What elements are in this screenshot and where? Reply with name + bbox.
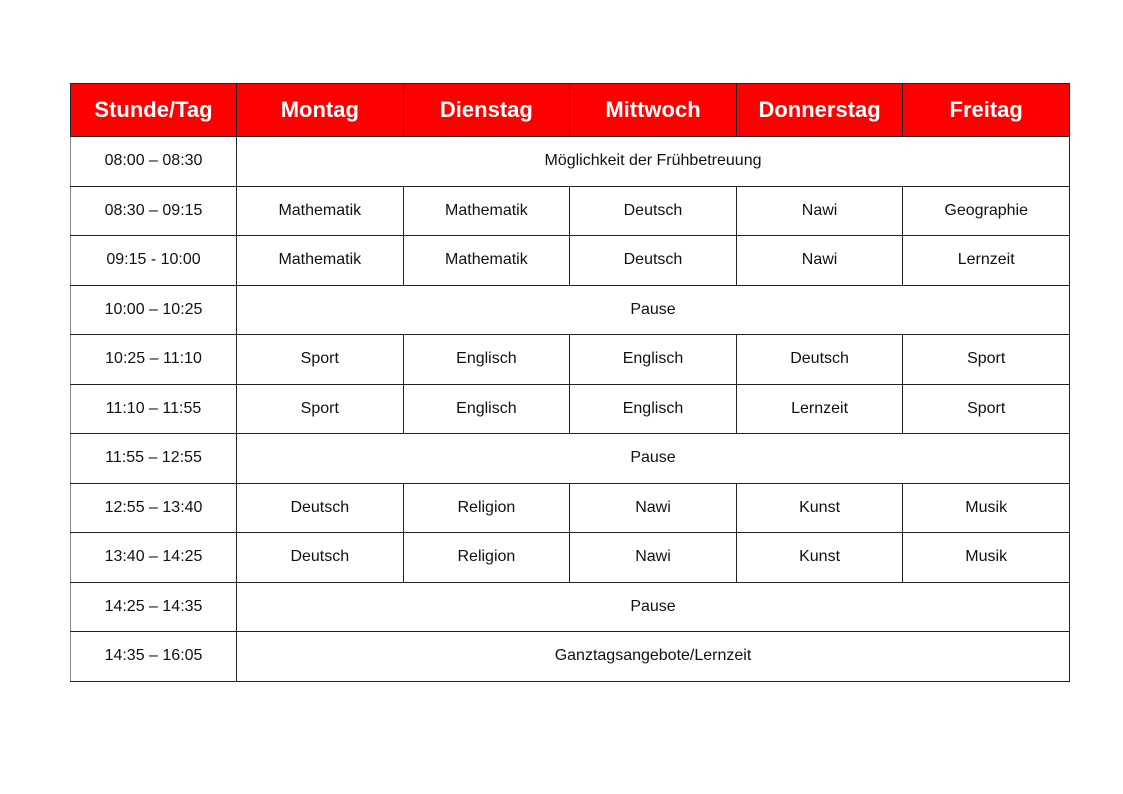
subject-cell: Religion: [402, 482, 571, 533]
time-cell: 09:15 - 10:00: [70, 235, 237, 286]
subject-cell: Musik: [902, 482, 1070, 533]
subject-cell: Englisch: [402, 383, 571, 434]
subject-cell: Mathematik: [236, 185, 404, 236]
subject-cell: Nawi: [569, 482, 737, 533]
subject-cell: Lernzeit: [735, 383, 904, 434]
merged-cell: Pause: [236, 433, 1070, 484]
header-row: Stunde/Tag Montag Dienstag Mittwoch Donnerst…: [70, 83, 1070, 137]
time-cell: 08:00 – 08:30: [70, 136, 237, 187]
header-cell: Montag: [236, 83, 404, 137]
header-cell: Donnerstag: [735, 83, 904, 137]
time-cell: 12:55 – 13:40: [70, 482, 237, 533]
table-row: 14:35 – 16:05 Ganztagsangebote/Lernzeit: [70, 631, 1070, 682]
header-cell: Dienstag: [402, 83, 571, 137]
subject-cell: Nawi: [735, 185, 904, 236]
header-cell: Mittwoch: [569, 83, 737, 137]
table-row: 12:55 – 13:40 Deutsch Religion Nawi Kunst Mus…: [70, 482, 1070, 533]
subject-cell: Sport: [236, 383, 404, 434]
time-cell: 10:00 – 10:25: [70, 284, 237, 335]
merged-cell: Pause: [236, 284, 1070, 335]
merged-cell: Ganztagsangebote/Lernzeit: [236, 631, 1070, 682]
header-cell: Stunde/Tag: [70, 83, 237, 137]
subject-cell: Nawi: [735, 235, 904, 286]
time-cell: 08:30 – 09:15: [70, 185, 237, 236]
subject-cell: Geographie: [902, 185, 1070, 236]
merged-cell: Möglichkeit der Frühbetreuung: [236, 136, 1070, 187]
subject-cell: Deutsch: [569, 235, 737, 286]
subject-cell: Nawi: [569, 532, 737, 583]
table-row: 10:00 – 10:25 Pause: [70, 284, 1070, 335]
table-row: 10:25 – 11:10 Sport Englisch Englisch Deutsc…: [70, 334, 1070, 385]
table-row: 14:25 – 14:35 Pause: [70, 581, 1070, 632]
subject-cell: Kunst: [735, 532, 904, 583]
subject-cell: Deutsch: [236, 482, 404, 533]
subject-cell: Deutsch: [735, 334, 904, 385]
time-cell: 13:40 – 14:25: [70, 532, 237, 583]
timetable: Stunde/Tag Montag Dienstag Mittwoch Donnerst…: [70, 83, 1070, 682]
table-row: 11:10 – 11:55 Sport Englisch Englisch Lernze…: [70, 383, 1070, 434]
table-row: 08:00 – 08:30 Möglichkeit der Frühbetreuu…: [70, 136, 1070, 187]
time-cell: 11:10 – 11:55: [70, 383, 237, 434]
subject-cell: Mathematik: [402, 235, 571, 286]
subject-cell: Religion: [402, 532, 571, 583]
time-cell: 14:25 – 14:35: [70, 581, 237, 632]
subject-cell: Mathematik: [236, 235, 404, 286]
time-cell: 10:25 – 11:10: [70, 334, 237, 385]
table-row: 08:30 – 09:15 Mathematik Mathematik Deutsch…: [70, 185, 1070, 236]
subject-cell: Lernzeit: [902, 235, 1070, 286]
table-row: 09:15 - 10:00 Mathematik Mathematik Deutsch…: [70, 235, 1070, 286]
subject-cell: Mathematik: [402, 185, 571, 236]
subject-cell: Sport: [902, 334, 1070, 385]
time-cell: 14:35 – 16:05: [70, 631, 237, 682]
header-cell: Freitag: [902, 83, 1070, 137]
subject-cell: Deutsch: [236, 532, 404, 583]
subject-cell: Sport: [902, 383, 1070, 434]
subject-cell: Sport: [236, 334, 404, 385]
subject-cell: Englisch: [402, 334, 571, 385]
merged-cell: Pause: [236, 581, 1070, 632]
subject-cell: Deutsch: [569, 185, 737, 236]
time-cell: 11:55 – 12:55: [70, 433, 237, 484]
table-row: 13:40 – 14:25 Deutsch Religion Nawi Kunst Mus…: [70, 532, 1070, 583]
subject-cell: Englisch: [569, 383, 737, 434]
subject-cell: Musik: [902, 532, 1070, 583]
table-row: 11:55 – 12:55 Pause: [70, 433, 1070, 484]
subject-cell: Englisch: [569, 334, 737, 385]
subject-cell: Kunst: [735, 482, 904, 533]
